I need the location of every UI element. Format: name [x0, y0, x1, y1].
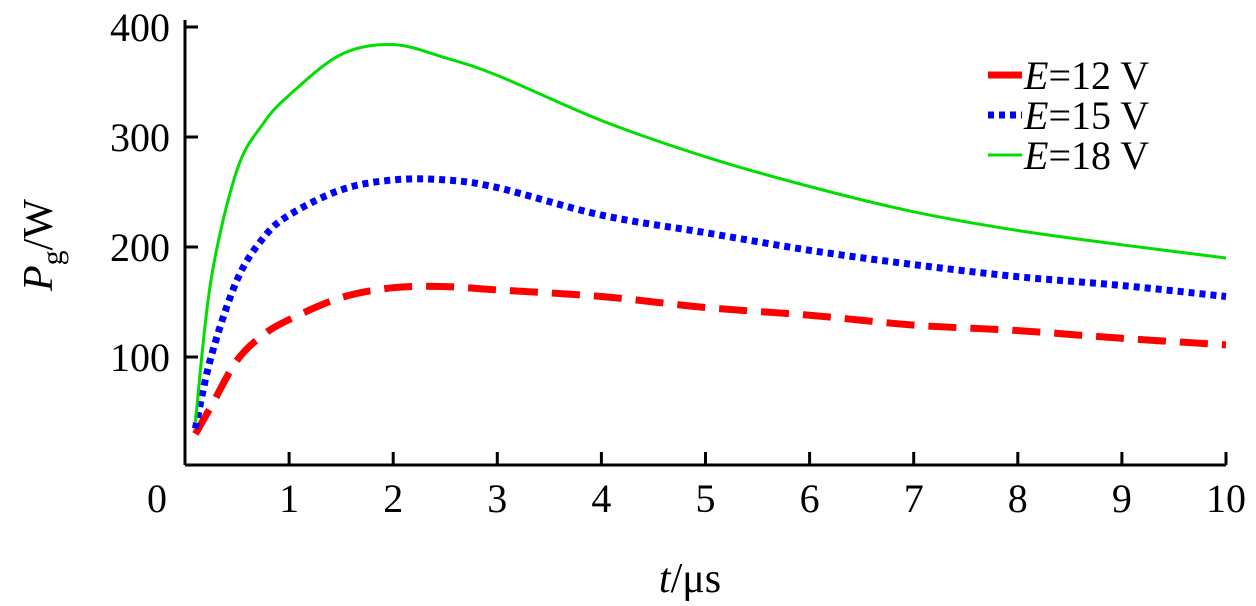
- legend-label: E=15 V: [1023, 93, 1149, 138]
- x-axis-label: t/μs: [659, 556, 721, 602]
- x-tick-label: 4: [591, 476, 611, 521]
- x-tick-label: 9: [1112, 476, 1132, 521]
- x-tick-label: 6: [800, 476, 820, 521]
- series-line-18v: [193, 43, 1227, 423]
- y-tick-label: 100: [110, 335, 170, 380]
- legend-label: E=12 V: [1023, 53, 1149, 98]
- series-line-12v: [192, 282, 1227, 436]
- y-tick-label: 300: [110, 115, 170, 160]
- x-tick-label: 1: [279, 476, 299, 521]
- y-tick-label: 400: [110, 5, 170, 50]
- legend-label: E=18 V: [1023, 133, 1149, 178]
- x-tick-label: 8: [1008, 476, 1028, 521]
- legend: E=12 VE=15 VE=18 V: [988, 53, 1149, 178]
- series-lines: [191, 43, 1227, 436]
- x-tick-label: 7: [904, 476, 924, 521]
- x-tick-label: 10: [1206, 476, 1246, 521]
- x-tick-label: 2: [383, 476, 403, 521]
- y-axis-label: Pg/W: [16, 199, 69, 292]
- series-line-15v: [191, 175, 1227, 430]
- x-tick-label: 3: [487, 476, 507, 521]
- x-tick-label: 5: [696, 476, 716, 521]
- y-tick-label: 200: [110, 225, 170, 270]
- x-tick-label: 0: [147, 476, 167, 521]
- axes: 0 1 2 3 4 5 6 7 8 9 10 100 200 300 400: [110, 5, 1246, 521]
